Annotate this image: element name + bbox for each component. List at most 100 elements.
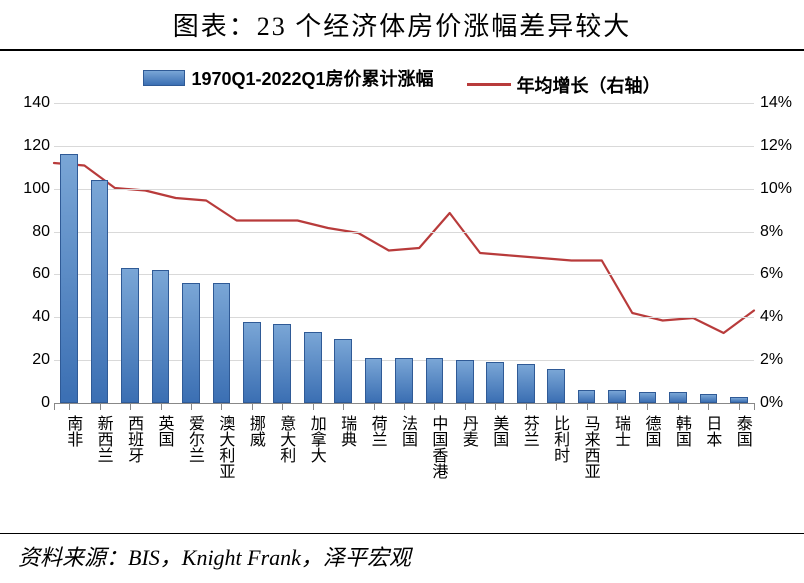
x-tick xyxy=(754,403,755,410)
x-tick xyxy=(313,403,314,410)
bar xyxy=(578,390,596,403)
x-tick xyxy=(556,403,557,410)
x-label: 荷兰 xyxy=(365,415,389,447)
x-tick xyxy=(739,403,740,410)
gridline xyxy=(54,189,754,190)
x-tick xyxy=(54,403,55,410)
legend-bar: 1970Q1-2022Q1房价累计涨幅 xyxy=(143,65,433,91)
x-tick xyxy=(69,403,70,410)
y-right-tick: 8% xyxy=(760,223,783,241)
x-label: 芬兰 xyxy=(517,415,541,447)
legend-line-label: 年均增长（右轴） xyxy=(517,72,661,98)
y-left-tick: 20 xyxy=(10,351,50,369)
x-label: 比利时 xyxy=(547,415,571,463)
bar xyxy=(456,360,474,403)
x-tick xyxy=(374,403,375,410)
x-label: 瑞典 xyxy=(334,415,358,447)
x-label: 法国 xyxy=(395,415,419,447)
bar xyxy=(91,180,109,403)
x-label: 德国 xyxy=(638,415,662,447)
bar xyxy=(304,332,322,403)
plot-region: 00%202%404%606%808%10010%12012%14014%南非新… xyxy=(54,103,754,404)
x-label: 挪威 xyxy=(243,415,267,447)
x-tick xyxy=(617,403,618,410)
x-tick xyxy=(708,403,709,410)
bar xyxy=(213,283,231,403)
y-right-tick: 10% xyxy=(760,180,792,198)
bar xyxy=(273,324,291,403)
x-tick xyxy=(526,403,527,410)
x-tick xyxy=(678,403,679,410)
y-right-tick: 14% xyxy=(760,94,792,112)
y-left-tick: 100 xyxy=(10,180,50,198)
bar xyxy=(547,369,565,403)
bar xyxy=(517,364,535,403)
bar xyxy=(639,392,657,403)
bar xyxy=(182,283,200,403)
legend-bar-swatch xyxy=(143,70,185,86)
legend: 1970Q1-2022Q1房价累计涨幅 年均增长（右轴） xyxy=(0,65,804,98)
gridline xyxy=(54,232,754,233)
x-tick xyxy=(404,403,405,410)
x-tick xyxy=(130,403,131,410)
x-tick xyxy=(191,403,192,410)
x-tick xyxy=(161,403,162,410)
chart-title-wrap: 图表：23 个经济体房价涨幅差异较大 xyxy=(0,0,804,51)
x-tick xyxy=(495,403,496,410)
y-right-tick: 2% xyxy=(760,351,783,369)
y-left-tick: 60 xyxy=(10,265,50,283)
legend-line: 年均增长（右轴） xyxy=(467,72,661,98)
x-tick xyxy=(434,403,435,410)
x-label: 中国香港 xyxy=(425,415,449,479)
x-label: 英国 xyxy=(152,415,176,447)
x-tick xyxy=(343,403,344,410)
chart-area: 1970Q1-2022Q1房价累计涨幅 年均增长（右轴） 00%202%404%… xyxy=(0,51,804,533)
x-tick xyxy=(100,403,101,410)
bar xyxy=(700,394,718,403)
x-tick xyxy=(252,403,253,410)
x-label: 新西兰 xyxy=(91,415,115,463)
chart-title: 图表：23 个经济体房价涨幅差异较大 xyxy=(173,12,632,41)
bar xyxy=(608,390,626,403)
y-left-tick: 80 xyxy=(10,223,50,241)
x-label: 瑞士 xyxy=(608,415,632,447)
source-wrap: 资料来源：BIS，Knight Frank，泽平宏观 xyxy=(0,533,804,572)
gridline xyxy=(54,146,754,147)
bar xyxy=(669,392,687,403)
bar xyxy=(395,358,413,403)
x-label: 美国 xyxy=(486,415,510,447)
y-left-tick: 120 xyxy=(10,137,50,155)
source-text: 资料来源：BIS，Knight Frank，泽平宏观 xyxy=(18,545,411,570)
x-label: 日本 xyxy=(699,415,723,447)
x-tick xyxy=(647,403,648,410)
y-right-tick: 0% xyxy=(760,394,783,412)
bar xyxy=(121,268,139,403)
bar xyxy=(486,362,504,403)
y-left-tick: 40 xyxy=(10,308,50,326)
x-label: 意大利 xyxy=(273,415,297,463)
bar xyxy=(152,270,170,403)
x-label: 丹麦 xyxy=(456,415,480,447)
x-label: 泰国 xyxy=(730,415,754,447)
x-label: 西班牙 xyxy=(121,415,145,463)
x-label: 韩国 xyxy=(669,415,693,447)
bar xyxy=(60,154,78,403)
y-right-tick: 6% xyxy=(760,265,783,283)
x-tick xyxy=(587,403,588,410)
x-label: 爱尔兰 xyxy=(182,415,206,463)
x-tick xyxy=(282,403,283,410)
x-tick xyxy=(221,403,222,410)
bar xyxy=(365,358,383,403)
x-label: 南非 xyxy=(60,415,84,447)
x-tick xyxy=(465,403,466,410)
y-right-tick: 4% xyxy=(760,308,783,326)
gridline xyxy=(54,103,754,104)
bar xyxy=(334,339,352,403)
x-label: 加拿大 xyxy=(304,415,328,463)
x-label: 马来西亚 xyxy=(578,415,602,479)
bar xyxy=(426,358,444,403)
y-right-tick: 12% xyxy=(760,137,792,155)
legend-line-swatch xyxy=(467,83,511,86)
bar xyxy=(243,322,261,403)
y-left-tick: 140 xyxy=(10,94,50,112)
